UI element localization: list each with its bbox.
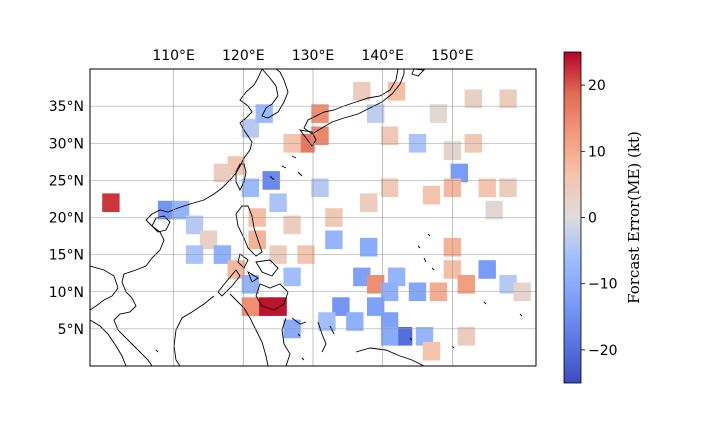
heatmap-cell-67 — [283, 267, 301, 287]
heatmap-cell-45 — [353, 267, 371, 287]
heatmap-cell-59 — [318, 312, 336, 331]
heatmap-cell-23 — [353, 82, 371, 101]
heatmap-cell-60 — [346, 312, 364, 331]
heatmap-cell-33 — [450, 163, 468, 183]
x-tick-label-2: 130°E — [292, 48, 335, 64]
heatmap-cell-31 — [464, 89, 482, 108]
coastline-luzon — [235, 205, 263, 257]
coastline-mindanao — [255, 283, 289, 311]
heatmap-cell-65 — [422, 341, 441, 361]
heatmap-cell-42 — [283, 215, 301, 235]
y-tick-label-4: 15°N — [49, 248, 84, 264]
coastline-borneo — [173, 293, 269, 366]
heatmap-cell-10 — [269, 297, 287, 316]
heatmap-cell-4 — [199, 230, 218, 250]
graticule — [90, 69, 536, 366]
heatmap-cell-0 — [102, 193, 120, 212]
y-tick-labels: 35°N 30°N 25°N 20°N 15°N 10°N 5°N — [49, 99, 84, 338]
coastline-palawan — [217, 269, 241, 297]
heatmap-cell-29 — [429, 104, 448, 123]
heatmap-cell-40 — [360, 193, 378, 212]
x-tick-labels: 110°E 120°E 130°E 140°E 150°E — [152, 48, 473, 64]
plot-frame — [89, 68, 537, 367]
heatmap-cell-64 — [415, 327, 434, 346]
heatmap-cell-73 — [311, 178, 329, 198]
heatmap-cell-26 — [380, 126, 399, 146]
colorbar-tick-label-4: −20 — [588, 343, 618, 359]
coastline-pacific-islands — [131, 233, 523, 361]
y-tick-label-0: 35°N — [49, 99, 84, 115]
heatmap-cell-61 — [380, 312, 399, 331]
heatmap-cell-3 — [185, 215, 204, 235]
coastline-mindoro — [237, 253, 249, 269]
heatmap-cell-50 — [457, 275, 475, 294]
heatmap-cell-37 — [485, 200, 503, 220]
heatmap-cell-22 — [255, 104, 273, 123]
y-tick-label-1: 30°N — [49, 136, 84, 152]
colorbar-tick-label-3: −10 — [588, 277, 618, 293]
coastline-halmahera — [317, 321, 335, 353]
heatmap-cell-25 — [367, 104, 385, 123]
heatmap-cell-19 — [213, 163, 232, 183]
coastline-hokkaido — [411, 69, 425, 77]
heatmap-cell-57 — [367, 297, 385, 316]
colorbar-tick-label-2: 0 — [588, 211, 597, 227]
coastline-ryukyu — [269, 155, 303, 181]
coastline-malay — [90, 319, 127, 366]
colorbar-tick-label-1: 10 — [588, 144, 606, 160]
heatmap-cell-39 — [380, 178, 399, 198]
heatmap-cell-17 — [241, 178, 259, 198]
x-tick-label-4: 150°E — [431, 48, 474, 64]
heatmap-cell-36 — [499, 178, 517, 198]
colorbar — [563, 51, 582, 384]
heatmap-cell-62 — [394, 327, 413, 346]
heatmap-cell-44 — [360, 237, 378, 257]
heatmap-cell-32 — [499, 89, 517, 108]
heatmap-cell-38 — [422, 185, 441, 205]
heatmap-cell-63 — [380, 327, 399, 346]
x-tick-label-1: 120°E — [222, 48, 265, 64]
heatmap-cell-51 — [478, 260, 496, 279]
y-tick-label-2: 25°N — [49, 173, 84, 189]
coastline-mainland — [113, 69, 263, 366]
y-tick-label-5: 10°N — [49, 285, 84, 301]
coastline-hainan — [151, 215, 171, 233]
heatmap-cell-43 — [325, 230, 343, 250]
y-tick-label-6: 5°N — [58, 322, 84, 338]
heatmap-cell-18 — [227, 156, 245, 175]
colorbar-label: Forcast Error(ME) (kt) — [625, 131, 643, 304]
heatmap-cell-58 — [332, 297, 350, 316]
heatmap-cell-35 — [478, 178, 496, 198]
heatmap-cell-11 — [241, 297, 259, 316]
heatmap-cell-66 — [457, 327, 475, 346]
coastlines — [90, 69, 523, 366]
colorbar-ticks: 20 10 0 −10 −20 — [581, 78, 618, 359]
heatmap-cell-52 — [499, 275, 517, 294]
x-tick-label-0: 110°E — [152, 48, 195, 64]
heatmap-cells — [102, 82, 531, 361]
heatmap-cell-8 — [241, 275, 259, 294]
x-tick-label-3: 140°E — [361, 48, 404, 64]
coastline-taiwan — [235, 163, 247, 192]
coastline-sulawesi — [281, 317, 307, 366]
coastline-new-guinea — [355, 347, 425, 366]
heatmap-cell-70 — [248, 230, 266, 250]
colorbar-tick-label-0: 20 — [588, 78, 606, 94]
coastline-korea — [261, 69, 289, 119]
heatmap-cell-1 — [157, 200, 176, 220]
coastline-visayas — [247, 259, 279, 283]
heatmap-cell-72 — [269, 193, 287, 212]
heatmap-cell-24 — [387, 82, 406, 101]
y-tick-label-3: 20°N — [49, 211, 84, 227]
heatmap-cell-47 — [387, 267, 406, 287]
heatmap-cell-46 — [367, 275, 385, 294]
